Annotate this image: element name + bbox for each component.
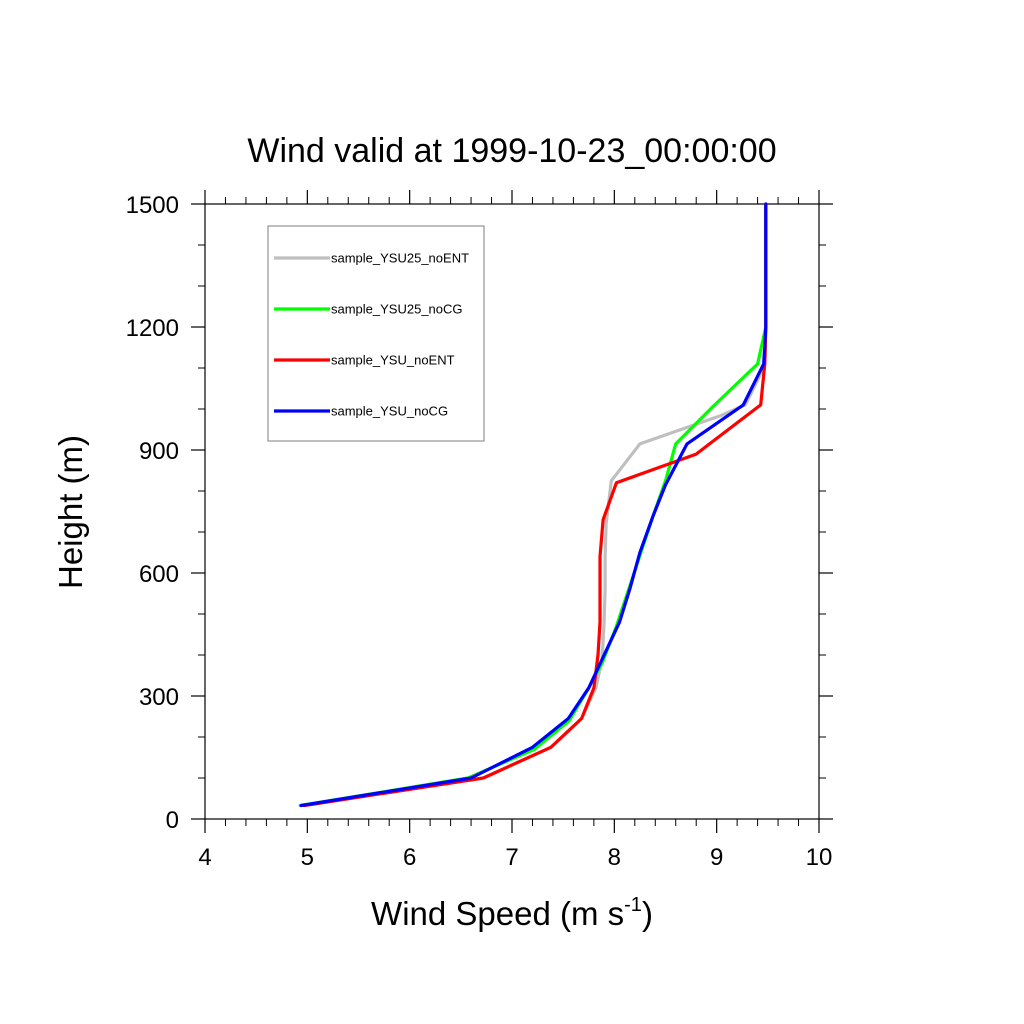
x-axis-label: Wind Speed (m s-1): [371, 894, 653, 932]
y-tick-label: 900: [139, 438, 179, 465]
legend-label-2: sample_YSU25_noCG: [331, 302, 463, 317]
major-ticks: [191, 190, 833, 833]
x-tick-label: 9: [710, 844, 723, 871]
x-axis-label-sup: -1: [624, 894, 642, 916]
y-axis-label: Height (m): [52, 435, 89, 589]
minor-ticks: [198, 197, 826, 826]
x-axis-label-tail: ): [642, 895, 653, 932]
y-tick-labels: 0 300 600 900 1200 1500: [126, 192, 179, 834]
x-tick-label: 8: [608, 844, 621, 871]
y-tick-label: 1200: [126, 315, 179, 342]
legend-label-1: sample_YSU25_noENT: [331, 251, 469, 266]
x-tick-label: 5: [301, 844, 314, 871]
series-line-4: [299, 202, 768, 808]
x-tick-label: 6: [403, 844, 416, 871]
x-tick-label: 4: [198, 844, 211, 871]
x-tick-label: 10: [806, 844, 833, 871]
y-tick-label: 600: [139, 561, 179, 588]
legend-label-3: sample_YSU_noENT: [331, 353, 455, 368]
chart-title: Wind valid at 1999-10-23_00:00:00: [247, 132, 776, 170]
x-tick-labels: 4 5 6 7 8 9 10: [198, 844, 832, 871]
series-lines: [298, 202, 768, 808]
legend: sample_YSU25_noENT sample_YSU25_noCGsampl…: [267, 225, 485, 442]
y-tick-label: 300: [139, 684, 179, 711]
x-tick-label: 7: [505, 844, 518, 871]
legend-label-4: sample_YSU_noCG: [331, 404, 448, 419]
y-tick-label: 1500: [126, 192, 179, 219]
y-tick-label: 0: [166, 807, 179, 834]
x-axis-label-base: Wind Speed (m s: [371, 895, 624, 932]
legend-box: [267, 225, 485, 442]
